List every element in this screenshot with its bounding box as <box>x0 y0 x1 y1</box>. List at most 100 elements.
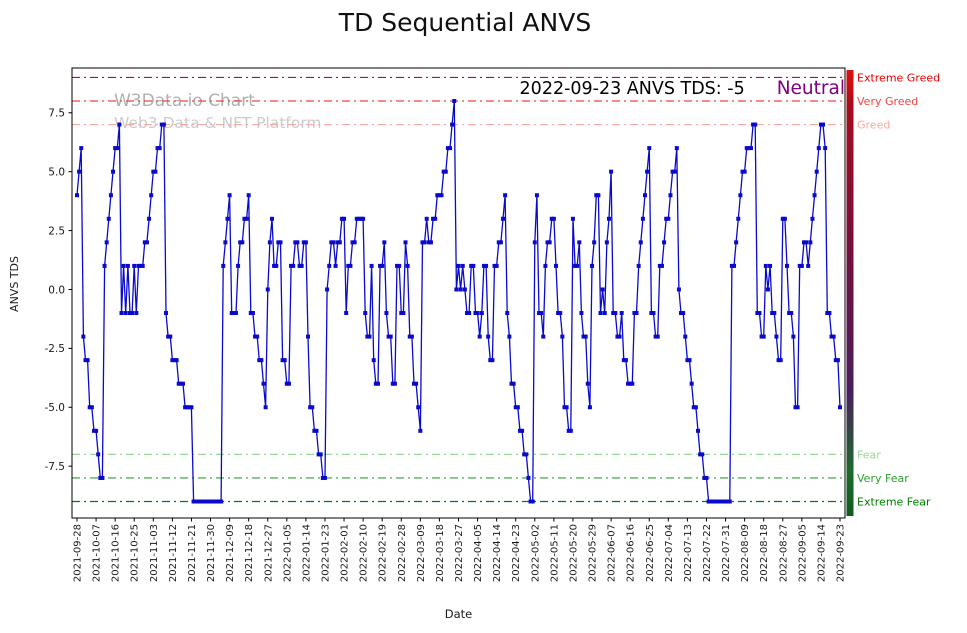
data-point-marker <box>655 334 660 339</box>
data-point-marker <box>371 358 376 363</box>
data-point-marker <box>424 216 429 221</box>
data-point-marker <box>613 311 618 316</box>
data-point-marker <box>291 263 296 268</box>
x-tick-label: 2022-05-11 <box>549 524 560 582</box>
data-point-marker <box>632 311 637 316</box>
data-point-marker <box>225 216 230 221</box>
data-point-marker <box>189 405 194 410</box>
data-point-marker <box>666 216 671 221</box>
data-point-marker <box>723 499 728 504</box>
data-point-marker <box>473 311 478 316</box>
data-point-marker <box>587 405 592 410</box>
data-point-marker <box>734 240 739 245</box>
plot-border <box>71 67 846 519</box>
data-point-marker <box>187 405 192 410</box>
data-point-marker <box>621 358 626 363</box>
data-point-marker <box>204 499 209 504</box>
data-point-marker <box>414 381 419 386</box>
data-point-marker <box>111 169 116 174</box>
data-point-marker <box>793 405 798 410</box>
data-point-marker <box>236 263 241 268</box>
data-point-marker <box>102 263 107 268</box>
data-point-marker <box>753 122 758 127</box>
data-point-marker <box>170 358 175 363</box>
data-point-marker <box>356 216 361 221</box>
data-point-marker <box>397 263 402 268</box>
data-point-marker <box>746 146 751 151</box>
x-tick-label: 2022-02-01 <box>340 524 351 582</box>
data-point-marker <box>206 499 211 504</box>
data-point-marker <box>136 263 141 268</box>
data-point-marker <box>598 311 603 316</box>
data-point-marker <box>113 146 118 151</box>
x-tick-label: 2022-09-23 <box>836 524 847 582</box>
data-point-marker <box>119 311 124 316</box>
y-tick-label: 2.5 <box>48 225 65 237</box>
data-point-marker <box>240 240 245 245</box>
data-point-marker <box>596 193 601 198</box>
data-point-marker <box>606 216 611 221</box>
data-point-marker <box>774 334 779 339</box>
data-point-marker <box>566 428 571 433</box>
data-point-marker <box>651 311 656 316</box>
data-point-marker <box>428 240 433 245</box>
x-tick-label: 2021-11-21 <box>187 524 198 582</box>
data-point-marker <box>159 122 164 127</box>
data-point-marker <box>306 334 311 339</box>
data-point-marker <box>553 263 558 268</box>
data-point-marker <box>717 499 722 504</box>
data-point-marker <box>503 193 508 198</box>
data-point-marker <box>229 311 234 316</box>
data-point-marker <box>441 169 446 174</box>
data-point-marker <box>520 428 525 433</box>
data-point-marker <box>534 193 539 198</box>
data-point-marker <box>727 499 732 504</box>
x-tick-label: 2022-09-14 <box>816 524 827 582</box>
data-point-marker <box>615 334 620 339</box>
data-point-marker <box>140 263 145 268</box>
data-point-marker <box>659 263 664 268</box>
data-point-marker <box>494 263 499 268</box>
data-point-marker <box>575 263 580 268</box>
data-point-marker <box>104 240 109 245</box>
data-point-marker <box>320 475 325 480</box>
data-point-marker <box>333 263 338 268</box>
data-point-marker <box>418 428 423 433</box>
x-tick-label: 2022-02-10 <box>359 524 370 582</box>
x-tick-label: 2022-05-20 <box>569 524 580 582</box>
data-point-marker <box>178 381 183 386</box>
x-tick-label: 2022-05-29 <box>588 524 599 582</box>
data-point-marker <box>132 263 137 268</box>
data-point-marker <box>108 193 113 198</box>
data-point-marker <box>361 216 366 221</box>
data-point-marker <box>496 240 501 245</box>
data-point-marker <box>274 263 279 268</box>
x-tick-label: 2021-11-30 <box>206 524 217 582</box>
data-point-marker <box>450 122 455 127</box>
data-point-marker <box>378 263 383 268</box>
data-point-marker <box>405 263 410 268</box>
watermark-line2: Web3 Data & NFT Platform <box>114 114 322 132</box>
data-point-marker <box>395 263 400 268</box>
x-tick-label: 2021-10-07 <box>92 524 103 582</box>
data-point-marker <box>710 499 715 504</box>
data-point-marker <box>183 405 188 410</box>
data-point-marker <box>492 263 497 268</box>
data-point-marker <box>484 263 489 268</box>
data-point-marker <box>310 405 315 410</box>
data-point-marker <box>816 146 821 151</box>
data-point-marker <box>456 263 461 268</box>
data-point-marker <box>214 499 219 504</box>
data-point-marker <box>392 381 397 386</box>
data-point-marker <box>83 358 88 363</box>
data-point-marker <box>785 263 790 268</box>
data-point-marker <box>193 499 198 504</box>
x-tick-label: 2022-06-16 <box>626 524 637 582</box>
data-point-marker <box>350 240 355 245</box>
data-point-marker <box>757 311 762 316</box>
data-point-marker <box>127 311 132 316</box>
data-point-marker <box>797 263 802 268</box>
x-tick-label: 2022-07-31 <box>721 524 732 582</box>
data-point-marker <box>217 499 222 504</box>
data-point-marker <box>564 405 569 410</box>
